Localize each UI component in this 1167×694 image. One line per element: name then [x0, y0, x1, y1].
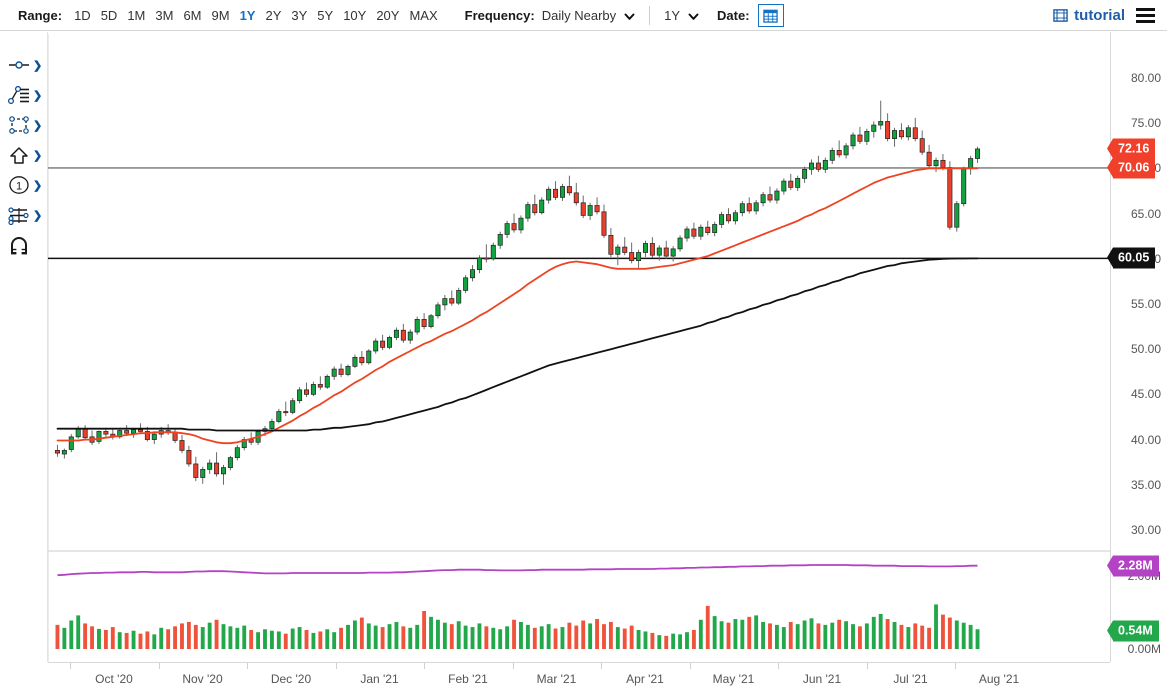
- range-option-20y[interactable]: 20Y: [376, 7, 400, 23]
- range-option-1d[interactable]: 1D: [74, 7, 91, 23]
- date-gridmark: [689, 663, 691, 669]
- svg-text:1: 1: [16, 181, 22, 193]
- range-option-9m[interactable]: 9M: [211, 7, 230, 23]
- text-annotation-icon: [6, 86, 32, 104]
- chevron-right-icon[interactable]: ❯: [33, 59, 43, 72]
- date-tick: Jun '21: [802, 672, 842, 686]
- brand-block: tutorial: [1053, 7, 1155, 24]
- price-tick: 35.00: [1130, 477, 1161, 492]
- date-gridmark: [512, 663, 514, 669]
- price-axis[interactable]: 80.0075.0070.0065.0060.0055.0050.0045.00…: [1106, 32, 1167, 662]
- range-option-6m[interactable]: 6M: [183, 7, 202, 23]
- date-tick: May '21: [712, 672, 755, 686]
- price-tick: 55.00: [1130, 297, 1161, 311]
- volume-tick: 0.00M: [1127, 642, 1161, 656]
- volume-lower-badge-text: 0.54M: [1118, 623, 1153, 638]
- film-strip-icon: [1053, 8, 1068, 23]
- chevron-down-icon[interactable]: [624, 11, 635, 22]
- date-gridmark: [70, 663, 71, 669]
- magnet-tool[interactable]: [0, 230, 48, 260]
- numbered-circle-icon: 1: [6, 175, 32, 195]
- chevron-right-icon[interactable]: ❯: [33, 209, 43, 222]
- price-tick: 80.00: [1130, 71, 1161, 86]
- hamburger-icon[interactable]: [1136, 7, 1155, 23]
- volume-upper-badge[interactable]: 2.28M: [1107, 555, 1159, 577]
- shape-tool[interactable]: ❯: [0, 110, 48, 140]
- date-tick: Apr '21: [626, 672, 664, 686]
- price-tick: 40.00: [1130, 432, 1161, 447]
- line-tool[interactable]: ❯: [0, 50, 48, 80]
- rectangle-shape-icon: [6, 116, 32, 134]
- date-gridmark: [335, 663, 337, 669]
- up-arrow-icon: [6, 146, 32, 165]
- range-option-1y[interactable]: 1Y: [239, 7, 256, 23]
- top-toolbar: Range: 1D 5D 1M 3M 6M 9M 1Y 2Y 3Y 5Y 10Y…: [0, 0, 1167, 31]
- calendar-icon[interactable]: [757, 3, 784, 27]
- date-gridmark: [866, 663, 868, 669]
- range-selector-group: Range: 1D 5D 1M 3M 6M 9M 1Y 2Y 3Y 5Y 10Y…: [18, 7, 443, 24]
- range-label: Range:: [18, 7, 63, 23]
- range-option-3y[interactable]: 3Y: [291, 7, 308, 23]
- price-tick: 30.00: [1130, 522, 1161, 537]
- frequency-selector-group: Frequency: Daily Nearby 1Y: [464, 5, 699, 25]
- support-line-badge-text: 60.05: [1118, 250, 1150, 265]
- range-option-5y[interactable]: 5Y: [317, 7, 334, 23]
- drawing-tools-rail: ❯ ❯ ❯: [0, 32, 48, 662]
- chevron-right-icon[interactable]: ❯: [33, 149, 43, 162]
- date-gridmark: [778, 663, 779, 669]
- support-line-badge[interactable]: 60.05: [1106, 247, 1156, 269]
- brand-text[interactable]: tutorial: [1074, 6, 1125, 24]
- chart-svg: [48, 34, 1110, 662]
- last-price-badge-text: 72.16: [1118, 141, 1150, 156]
- period-value[interactable]: 1Y: [664, 7, 681, 23]
- date-selector-group: Date:: [717, 3, 784, 27]
- date-gridmark: [955, 663, 956, 669]
- frequency-value[interactable]: Daily Nearby: [541, 7, 617, 23]
- price-tick: 50.00: [1130, 342, 1161, 357]
- volume-lower-badge[interactable]: 0.54M: [1107, 620, 1159, 642]
- volume-upper-badge-text: 2.28M: [1118, 558, 1153, 573]
- prev-close-badge[interactable]: 70.06: [1106, 157, 1156, 179]
- chart-canvas[interactable]: [48, 32, 1110, 662]
- date-axis[interactable]: Oct '20 Nov '20 Dec '20 Jan '21 Feb '21 Mar '…: [48, 662, 1110, 694]
- annotation-tool[interactable]: ❯: [0, 80, 48, 110]
- prev-close-badge-text: 70.06: [1118, 160, 1150, 175]
- chevron-right-icon[interactable]: ❯: [33, 89, 43, 102]
- date-tick: Mar '21: [536, 672, 577, 686]
- chevron-right-icon[interactable]: ❯: [33, 119, 43, 132]
- price-tick: 75.00: [1130, 116, 1161, 131]
- last-price-badge[interactable]: 72.16: [1106, 138, 1156, 160]
- range-option-2y[interactable]: 2Y: [265, 7, 282, 23]
- range-option-10y[interactable]: 10Y: [343, 7, 367, 23]
- date-gridmark: [158, 663, 160, 669]
- fibonacci-icon: [6, 206, 32, 225]
- range-option-max[interactable]: MAX: [409, 7, 438, 23]
- date-tick: Jul '21: [893, 672, 928, 686]
- price-tick: 45.00: [1130, 387, 1161, 402]
- horizontal-line-icon: [6, 57, 32, 73]
- date-tick: Feb '21: [448, 672, 488, 686]
- date-gridmark: [247, 663, 248, 669]
- date-tick: Jan '21: [360, 672, 399, 686]
- toolbar-divider: [649, 5, 651, 25]
- price-tick: 65.00: [1130, 206, 1161, 221]
- range-option-1m[interactable]: 1M: [127, 7, 146, 23]
- measure-tool[interactable]: ❯: [0, 200, 48, 230]
- date-tick: Aug '21: [978, 672, 1020, 686]
- chevron-down-icon-period[interactable]: [688, 11, 699, 22]
- date-gridmark: [601, 663, 602, 669]
- date-tick: Dec '20: [270, 672, 312, 686]
- range-option-3m[interactable]: 3M: [155, 7, 174, 23]
- date-label: Date:: [717, 7, 750, 23]
- chevron-right-icon[interactable]: ❯: [33, 179, 43, 192]
- range-option-5d[interactable]: 5D: [100, 7, 118, 23]
- date-gridmark: [424, 663, 425, 669]
- frequency-label: Frequency:: [464, 7, 535, 23]
- date-tick: Oct '20: [95, 672, 133, 686]
- magnet-icon: [6, 235, 32, 255]
- date-tick: Nov '20: [182, 672, 223, 686]
- number-tool[interactable]: 1 ❯: [0, 170, 48, 200]
- arrow-tool[interactable]: ❯: [0, 140, 48, 170]
